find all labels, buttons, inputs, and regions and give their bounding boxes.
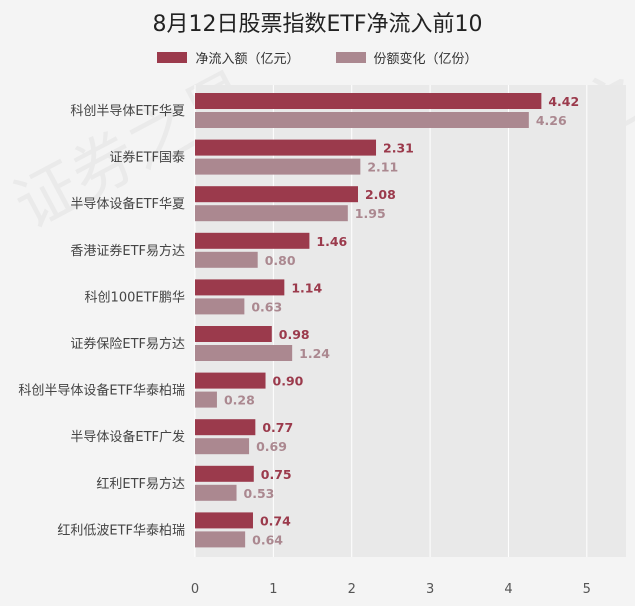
bar-net-inflow — [195, 279, 285, 296]
value-label-net-inflow: 0.74 — [260, 513, 291, 528]
value-label-share-change: 0.64 — [252, 532, 283, 547]
value-label-share-change: 4.26 — [536, 113, 567, 128]
category-label: 科创半导体ETF华夏 — [70, 104, 185, 119]
value-label-share-change: 1.95 — [355, 206, 386, 221]
legend-item-net-inflow: 净流入额（亿元） — [157, 48, 300, 67]
bar-share-change — [195, 531, 246, 548]
category-label: 红利ETF易方达 — [96, 476, 185, 492]
category-label: 半导体设备ETF华夏 — [70, 196, 185, 212]
bar-share-change — [195, 438, 250, 455]
legend-item-share-change: 份额变化（亿份） — [335, 48, 478, 67]
bar-net-inflow — [195, 465, 254, 482]
value-label-share-change: 0.28 — [224, 393, 255, 408]
value-label-net-inflow: 0.98 — [279, 327, 310, 342]
value-label-share-change: 0.69 — [256, 439, 287, 454]
bar-share-change — [195, 345, 293, 361]
category-label: 半导体设备ETF广发 — [70, 429, 185, 445]
legend-swatch-share-change — [335, 52, 366, 63]
x-tick-label: 5 — [583, 582, 591, 597]
bar-share-change — [195, 391, 217, 408]
x-tick-label: 0 — [191, 582, 199, 597]
category-label: 证券保险ETF易方达 — [70, 336, 185, 352]
legend-label-net-inflow: 净流入额（亿元） — [195, 52, 300, 67]
category-label: 红利低波ETF华泰柏瑞 — [57, 522, 185, 538]
value-label-net-inflow: 0.90 — [273, 374, 304, 389]
value-label-share-change: 0.53 — [244, 486, 275, 501]
bar-share-change — [195, 158, 361, 175]
bar-share-change — [195, 112, 529, 128]
value-label-share-change: 2.11 — [367, 160, 398, 175]
bar-net-inflow — [195, 139, 377, 156]
bar-share-change — [195, 205, 348, 222]
bar-net-inflow — [195, 93, 542, 109]
legend: 净流入额（亿元） 份额变化（亿份） — [0, 48, 635, 67]
x-tick-label: 4 — [504, 582, 512, 597]
bar-share-change — [195, 484, 237, 501]
bar-share-change — [195, 251, 258, 268]
category-label: 科创100ETF鹏华 — [85, 290, 185, 305]
bar-net-inflow — [195, 372, 266, 389]
value-label-net-inflow: 1.46 — [316, 234, 347, 249]
x-tick-label: 1 — [269, 582, 277, 597]
bars — [195, 93, 542, 548]
bar-net-inflow — [195, 419, 256, 436]
category-label: 科创半导体设备ETF华泰柏瑞 — [18, 383, 185, 399]
bar-net-inflow — [195, 326, 272, 342]
bar-net-inflow — [195, 232, 310, 249]
category-label: 证券ETF国泰 — [109, 150, 185, 166]
value-label-net-inflow: 4.42 — [548, 94, 579, 109]
value-label-net-inflow: 0.75 — [261, 467, 292, 482]
value-label-share-change: 1.24 — [299, 346, 330, 361]
value-label-share-change: 0.63 — [251, 299, 282, 314]
value-label-net-inflow: 0.77 — [262, 420, 293, 435]
x-tick-label: 3 — [426, 582, 434, 597]
chart-title: 8月12日股票指数ETF净流入前10 — [152, 12, 483, 37]
value-label-net-inflow: 2.31 — [383, 141, 414, 156]
value-label-net-inflow: 2.08 — [365, 187, 396, 202]
bar-net-inflow — [195, 186, 358, 203]
legend-swatch-net-inflow — [157, 52, 188, 63]
bar-net-inflow — [195, 512, 253, 529]
category-label: 香港证券ETF易方达 — [70, 243, 185, 259]
x-tick-label: 2 — [348, 582, 356, 597]
value-label-share-change: 0.80 — [265, 253, 296, 268]
value-label-net-inflow: 1.14 — [291, 280, 322, 295]
labels: 0 1 2 3 4 5 科创半导体ETF华夏 4.42 4.26 证券ETF国泰 2.31 2.11 半… — [18, 94, 591, 597]
bar-share-change — [195, 298, 245, 315]
legend-label-share-change: 份额变化（亿份） — [373, 52, 478, 67]
